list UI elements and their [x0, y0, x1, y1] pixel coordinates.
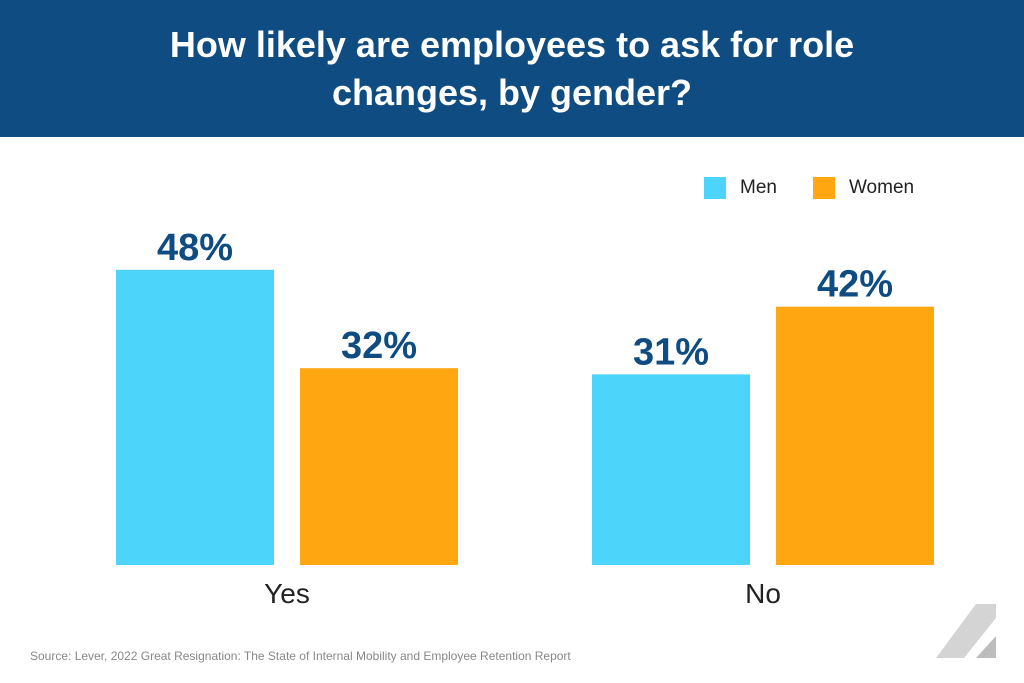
chart-header: How likely are employees to ask for role… — [0, 0, 1024, 137]
legend: Men Women — [704, 177, 914, 199]
bar-women-yes — [300, 368, 458, 565]
brand-logo-icon — [936, 604, 996, 658]
chart-title: How likely are employees to ask for role… — [169, 23, 855, 113]
legend-swatch-women — [812, 177, 835, 199]
data-label-men-yes: 48% — [157, 227, 233, 269]
data-label-women-no: 42% — [817, 264, 893, 306]
source-note: Source: Lever, 2022 Great Resignation: T… — [30, 649, 571, 663]
data-label-men-no: 31% — [633, 331, 709, 373]
legend-label-women: Women — [848, 177, 915, 198]
legend-item-women: Women — [812, 177, 915, 199]
legend-swatch-men — [704, 177, 726, 199]
legend-label-men: Men — [740, 177, 777, 198]
bar-chart: 48% 32% Yes 31% 42% No — [116, 227, 934, 609]
bar-men-yes — [116, 269, 274, 565]
category-label-yes: Yes — [264, 578, 310, 609]
category-label-no: No — [745, 578, 781, 609]
data-label-women-yes: 32% — [341, 325, 417, 367]
bar-men-no — [592, 374, 750, 565]
bar-women-no — [776, 306, 934, 565]
legend-item-men: Men — [704, 177, 777, 199]
